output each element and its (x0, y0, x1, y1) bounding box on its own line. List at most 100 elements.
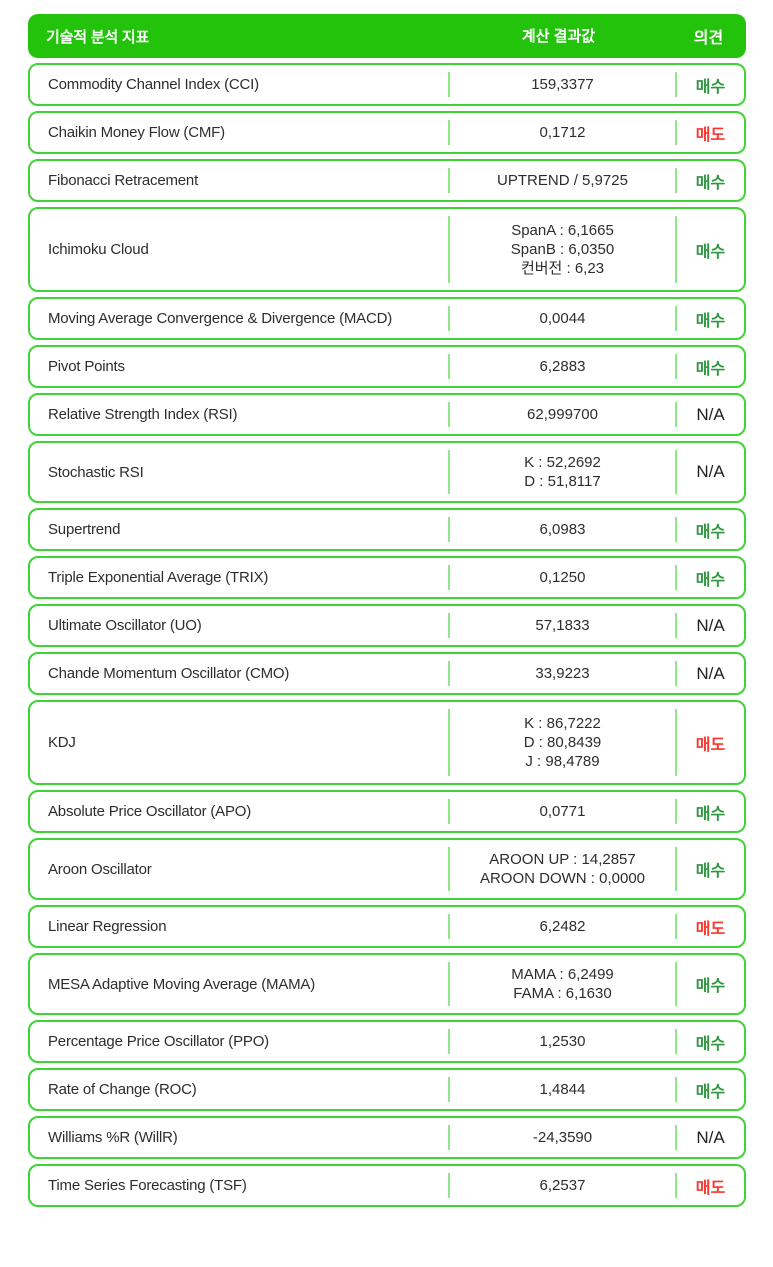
value-line: K : 86,7222 (524, 715, 601, 732)
value-line: 0,0044 (539, 310, 586, 327)
opinion-badge: 매도 (695, 1179, 726, 1197)
column-divider (675, 1077, 677, 1102)
column-divider (448, 72, 450, 97)
value-line: 6,2537 (539, 1177, 586, 1194)
column-divider (675, 799, 677, 824)
table-row: Williams %R (WillR) -24,3590 N/A (28, 1116, 746, 1159)
indicator-name: Williams %R (WillR) (48, 1129, 178, 1146)
column-divider (448, 354, 450, 379)
opinion-badge: 매수 (695, 243, 726, 261)
value-line: 컨버전 : 6,23 (520, 260, 605, 277)
indicator-name: Commodity Channel Index (CCI) (48, 76, 259, 93)
column-divider (448, 168, 450, 193)
column-divider (675, 306, 677, 331)
value-line: UPTREND / 5,9725 (497, 172, 628, 189)
value-line: FAMA : 6,1630 (513, 985, 612, 1002)
opinion-badge: 매수 (695, 978, 726, 995)
column-divider (448, 1077, 450, 1102)
opinion-badge: N/A (696, 462, 725, 481)
column-divider (448, 450, 450, 494)
column-divider (448, 120, 450, 145)
opinion-badge: 매수 (695, 1035, 726, 1053)
indicator-value: UPTREND / 5,9725 (450, 161, 675, 200)
header-opinion-label: 의견 (693, 30, 724, 47)
table-body: Commodity Channel Index (CCI) 159,3377 매… (28, 63, 746, 1207)
value-line: 6,2883 (539, 358, 586, 375)
opinion-badge: 매수 (695, 312, 726, 330)
indicator-name: Moving Average Convergence & Divergence … (48, 310, 393, 327)
column-divider (448, 306, 450, 331)
indicator-name: Rate of Change (ROC) (48, 1081, 197, 1098)
column-divider (448, 1125, 450, 1150)
opinion-badge: 매수 (695, 174, 726, 192)
indicator-value: 6,2537 (450, 1166, 675, 1205)
column-divider (448, 661, 450, 686)
column-divider (675, 168, 677, 193)
column-divider (675, 613, 677, 638)
value-line: 1,4844 (539, 1081, 586, 1098)
opinion-badge: 매수 (695, 78, 726, 96)
indicator-value: 159,3377 (450, 65, 675, 104)
indicator-value: SpanA : 6,1665 SpanB : 6,0350 컨버전 : 6,23 (450, 209, 675, 290)
column-divider (448, 1173, 450, 1198)
column-divider (675, 450, 677, 494)
column-divider (448, 216, 450, 283)
table-row: Moving Average Convergence & Divergence … (28, 297, 746, 340)
table-row: Linear Regression 6,2482 매도 (28, 905, 746, 948)
value-line: 0,0771 (539, 803, 586, 820)
column-divider (448, 517, 450, 542)
indicator-name: Aroon Oscillator (48, 860, 152, 878)
value-line: 6,0983 (539, 521, 586, 538)
column-divider (675, 565, 677, 590)
value-line: 1,2530 (539, 1033, 586, 1050)
value-line: K : 52,2692 (524, 454, 601, 471)
indicator-name: Percentage Price Oscillator (PPO) (48, 1033, 269, 1050)
column-divider (448, 565, 450, 590)
opinion-badge: 매수 (695, 863, 726, 880)
indicator-name: Chande Momentum Oscillator (CMO) (48, 665, 290, 682)
indicator-name: Ichimoku Cloud (48, 241, 149, 258)
indicator-name: Triple Exponential Average (TRIX) (48, 569, 269, 586)
indicator-name: Relative Strength Index (RSI) (48, 406, 238, 423)
column-divider (675, 120, 677, 145)
indicator-value: 0,0044 (450, 299, 675, 338)
table-row: Triple Exponential Average (TRIX) 0,1250… (28, 556, 746, 599)
table-row: Chande Momentum Oscillator (CMO) 33,9223… (28, 652, 746, 695)
header-indicator-label: 기술적 분석 지표 (46, 28, 150, 46)
value-line: AROON UP : 14,2857 (489, 851, 636, 868)
indicator-name: Fibonacci Retracement (48, 172, 199, 189)
column-divider (675, 216, 677, 283)
column-divider (448, 799, 450, 824)
indicator-name: KDJ (48, 734, 76, 751)
indicator-name: Absolute Price Oscillator (APO) (48, 803, 252, 820)
indicator-value: 6,2883 (450, 347, 675, 386)
table-row: Absolute Price Oscillator (APO) 0,0771 매… (28, 790, 746, 833)
column-divider (448, 402, 450, 427)
column-divider (675, 354, 677, 379)
table-row: Pivot Points 6,2883 매수 (28, 345, 746, 388)
column-divider (675, 962, 677, 1006)
table-row: MESA Adaptive Moving Average (MAMA) MAMA… (28, 953, 746, 1015)
table-row: Rate of Change (ROC) 1,4844 매수 (28, 1068, 746, 1111)
indicator-value: 33,9223 (450, 654, 675, 693)
indicator-value: 57,1833 (450, 606, 675, 645)
opinion-badge: 매도 (695, 126, 726, 144)
value-line: 62,999700 (527, 406, 598, 423)
column-divider (675, 847, 677, 891)
column-divider (448, 914, 450, 939)
table-row: KDJ K : 86,7222 D : 80,8439 J : 98,4789 매도 (28, 700, 746, 785)
value-line: SpanA : 6,1665 (511, 222, 614, 239)
column-divider (448, 847, 450, 891)
table-row: Aroon Oscillator AROON UP : 14,2857 AROON… (28, 838, 746, 900)
value-line: 159,3377 (531, 76, 594, 93)
indicator-value: 62,999700 (450, 395, 675, 434)
column-divider (448, 613, 450, 638)
table-row: Time Series Forecasting (TSF) 6,2537 매도 (28, 1164, 746, 1207)
value-line: 0,1712 (539, 124, 586, 141)
column-divider (448, 709, 450, 776)
indicator-value: -24,3590 (450, 1118, 675, 1157)
indicator-name: Pivot Points (48, 358, 125, 375)
opinion-badge: 매수 (695, 805, 726, 823)
column-divider (675, 517, 677, 542)
value-line: J : 98,4789 (525, 753, 600, 770)
